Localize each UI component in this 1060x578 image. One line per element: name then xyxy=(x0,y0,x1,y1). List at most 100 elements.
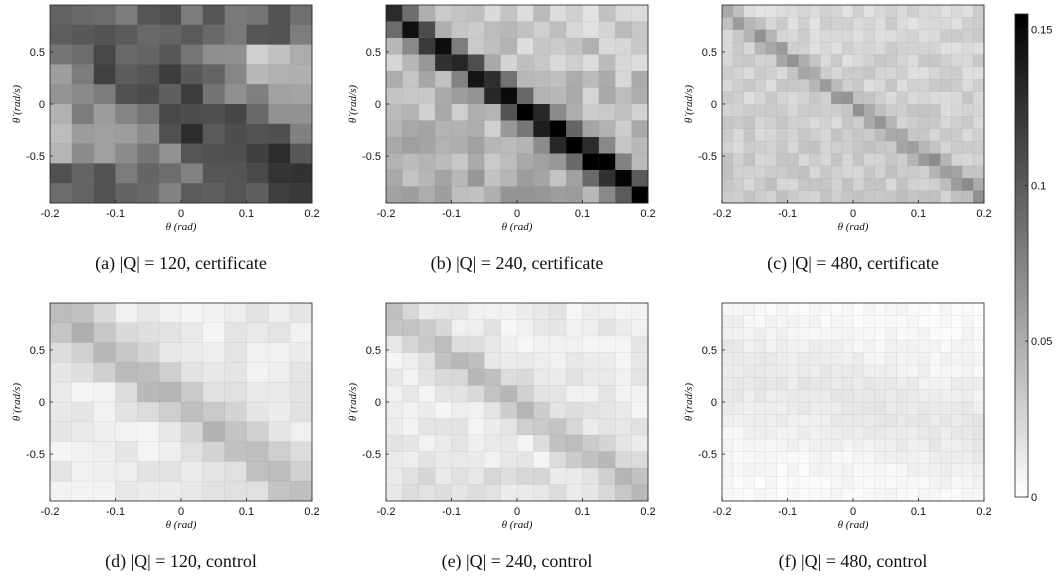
heatmap-cell xyxy=(402,336,420,353)
heatmap-cell xyxy=(93,461,116,482)
heatmap-cell xyxy=(787,451,799,465)
heatmap-cell xyxy=(615,186,633,204)
heatmap-cell xyxy=(918,29,930,43)
heatmap-cell xyxy=(798,5,810,18)
heatmap-cell xyxy=(765,66,777,80)
heatmap-cell xyxy=(500,319,518,337)
heatmap-cell xyxy=(896,5,908,18)
heatmap-cell xyxy=(290,362,313,383)
heatmap-cell xyxy=(71,421,95,442)
heatmap-cell xyxy=(566,402,583,419)
heatmap-cell xyxy=(533,170,551,187)
heatmap-cell xyxy=(435,87,452,105)
heatmap-cell xyxy=(500,104,518,121)
heatmap-cell xyxy=(929,116,941,130)
heatmap-cell xyxy=(435,137,452,154)
panel-caption: (e) |Q| = 240, control xyxy=(442,551,593,572)
heatmap-cell xyxy=(517,369,534,386)
heatmap-cell xyxy=(202,163,226,184)
heatmap-cell xyxy=(820,190,832,204)
heatmap-cell xyxy=(202,24,226,45)
heatmap-cell xyxy=(896,128,908,142)
x-axis-label: θ (rad) xyxy=(838,221,869,233)
heatmap-cell xyxy=(885,414,898,428)
heatmap-cell xyxy=(885,104,898,117)
heatmap-cell xyxy=(246,24,269,45)
heatmap-cell xyxy=(402,186,420,204)
heatmap-cell xyxy=(907,315,919,329)
heatmap-cell xyxy=(743,402,756,415)
heatmap-cell xyxy=(896,488,908,502)
heatmap-cell xyxy=(929,426,941,440)
heatmap-cell xyxy=(929,303,941,316)
heatmap-cell xyxy=(863,178,876,192)
heatmap-cell xyxy=(973,128,985,142)
heatmap-cell xyxy=(732,327,745,341)
heatmap-cell xyxy=(743,42,756,55)
heatmap-cell xyxy=(402,303,420,320)
heatmap-cell xyxy=(831,54,843,68)
heatmap-cell xyxy=(290,441,313,462)
heatmap-cell xyxy=(820,91,832,105)
heatmap-cell xyxy=(929,54,941,68)
heatmap-cell xyxy=(831,340,843,353)
heatmap-cell xyxy=(615,137,633,154)
heatmap-cell xyxy=(615,21,633,39)
heatmap-cell xyxy=(863,79,876,93)
heatmap-cell xyxy=(798,91,810,105)
heatmap-cell xyxy=(451,71,469,88)
heatmap-cell xyxy=(500,120,518,138)
heatmap-cell xyxy=(115,104,138,125)
heatmap-cell xyxy=(566,137,583,154)
heatmap-cell xyxy=(181,461,204,482)
heatmap-cell xyxy=(896,153,908,167)
heatmap-cell xyxy=(71,84,95,105)
heatmap-cell xyxy=(951,389,963,403)
heatmap-cell xyxy=(137,44,160,65)
heatmap-cell xyxy=(820,104,832,117)
heatmap-cell xyxy=(896,91,908,105)
heatmap-cell xyxy=(907,439,919,452)
heatmap-cell xyxy=(743,54,756,68)
x-tick-label: -0.1 xyxy=(106,208,125,220)
heatmap-cell xyxy=(732,476,745,490)
heatmap-cell xyxy=(467,418,485,436)
heatmap-cell xyxy=(93,24,116,45)
heatmap-cell xyxy=(809,303,821,316)
heatmap-cell xyxy=(402,402,420,419)
heatmap-cell xyxy=(159,362,182,383)
heatmap-cell xyxy=(517,385,534,403)
heatmap-cell xyxy=(290,24,313,45)
heatmap-cell xyxy=(722,476,734,490)
heatmap-cell xyxy=(732,29,745,43)
panel-caption: (f) |Q| = 480, control xyxy=(779,551,928,572)
heatmap-cell xyxy=(451,38,469,55)
panel-caption: (c) |Q| = 480, certificate xyxy=(767,253,939,274)
heatmap-cell xyxy=(809,352,821,366)
heatmap-cell xyxy=(582,54,600,72)
heatmap-cell xyxy=(722,488,734,502)
heatmap-cell xyxy=(418,303,436,320)
heatmap-cell xyxy=(517,21,534,39)
heatmap-cell xyxy=(533,120,551,138)
heatmap-cell xyxy=(500,186,518,204)
heatmap-cell xyxy=(831,377,843,391)
heatmap-cell xyxy=(798,389,810,403)
heatmap-cell xyxy=(402,468,420,485)
heatmap-cell xyxy=(754,451,767,465)
heatmap-cell xyxy=(842,402,854,415)
heatmap-cell xyxy=(776,451,788,465)
heatmap-cell xyxy=(743,315,756,329)
heatmap-cell xyxy=(517,319,534,337)
heatmap-cell xyxy=(598,87,616,105)
heatmap-cell xyxy=(853,340,865,353)
heatmap-cell xyxy=(820,327,832,341)
heatmap-cell xyxy=(71,64,95,85)
heatmap-cell xyxy=(268,163,291,184)
x-tick-label: 0.2 xyxy=(976,208,991,220)
heatmap-cell xyxy=(907,364,919,378)
heatmap-cell xyxy=(962,79,974,93)
heatmap-cell xyxy=(159,143,182,164)
heatmap-cell xyxy=(820,116,832,130)
heatmap-cell xyxy=(951,116,963,130)
